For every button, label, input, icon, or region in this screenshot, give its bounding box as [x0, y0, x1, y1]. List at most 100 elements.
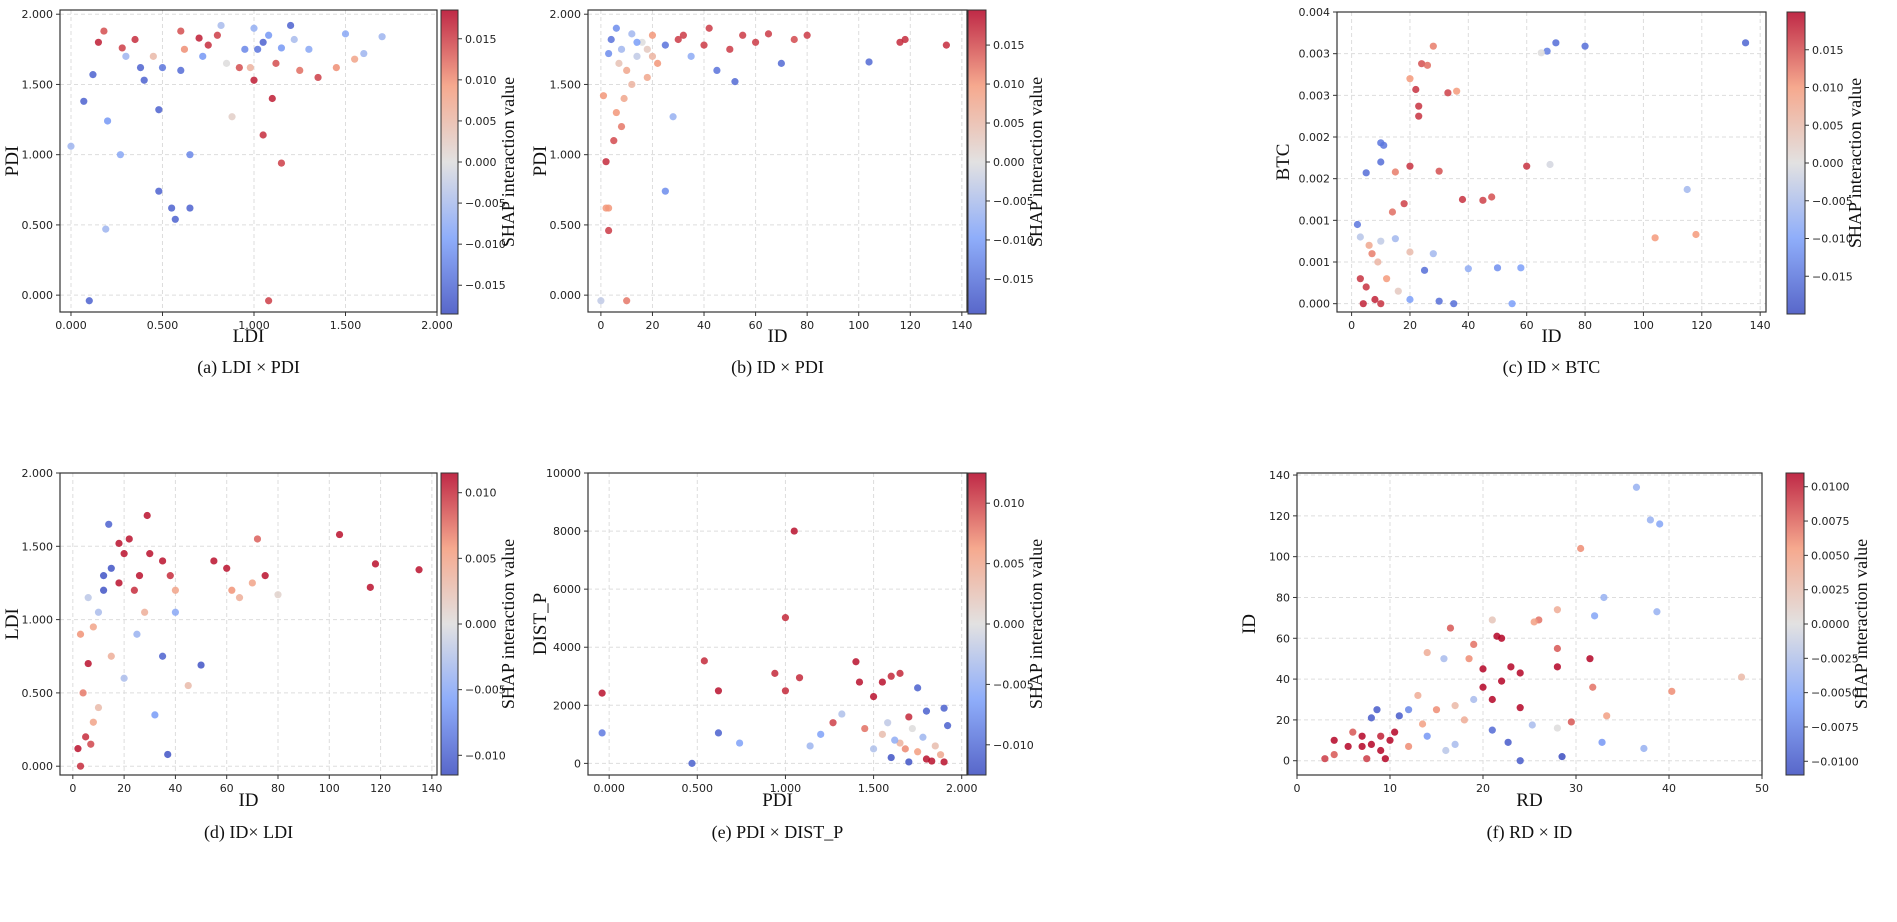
x-tick-label: 1.500	[858, 782, 890, 795]
scatter-point	[1367, 740, 1375, 748]
subplot-caption: (d) ID× LDI	[204, 822, 293, 843]
scatter-point	[94, 608, 103, 616]
scatter-point	[806, 742, 814, 750]
scatter-point	[85, 297, 93, 305]
scatter-point	[1406, 248, 1414, 256]
scatter-point	[1380, 141, 1388, 149]
scatter-point	[1516, 757, 1524, 765]
scatter-point	[705, 24, 713, 32]
scatter-point	[1367, 714, 1375, 722]
scatter-point	[204, 41, 212, 49]
scatter-point	[158, 652, 167, 660]
scatter-point	[1440, 655, 1448, 663]
x-tick-label: 60	[1520, 319, 1534, 332]
scatter-point	[335, 530, 344, 539]
x-tick-label: 120	[1691, 319, 1712, 332]
scatter-point	[149, 52, 157, 60]
scatter-point	[248, 579, 256, 587]
colorbar-tick-label: 0.005	[465, 115, 497, 128]
scatter-point	[1553, 644, 1561, 653]
colorbar-tick-label: 0.015	[1812, 44, 1844, 57]
colorbar-tick-label: −0.015	[465, 279, 506, 292]
y-tick-label: 1.500	[22, 78, 54, 91]
scatter-point	[878, 730, 886, 738]
x-axis-label: RD	[1516, 790, 1542, 811]
colorbar-label: SHAP interaction value	[1845, 78, 1865, 248]
scatter-point	[1356, 275, 1364, 283]
scatter-point	[332, 63, 340, 72]
scatter-point	[602, 158, 610, 166]
scatter-point	[919, 733, 927, 741]
colorbar	[967, 9, 987, 315]
scatter-point	[1493, 264, 1502, 272]
y-tick-label: 2.000	[22, 8, 54, 21]
scatter-point	[164, 750, 172, 759]
scatter-point	[140, 76, 148, 84]
scatter-point	[1552, 39, 1560, 47]
scatter-point	[1374, 258, 1382, 266]
scatter-point	[184, 681, 192, 690]
scatter-point	[277, 44, 286, 52]
scatter-point	[1479, 665, 1487, 673]
scatter-point	[122, 52, 130, 60]
scatter-point	[905, 758, 913, 766]
scatter-point	[158, 63, 167, 72]
scatter-point	[607, 35, 615, 44]
scatter-point	[1508, 300, 1516, 308]
x-tick-label: 0.000	[55, 319, 87, 332]
scatter-point	[1567, 718, 1575, 726]
scatter-point	[1359, 300, 1367, 308]
scatter-point	[1423, 732, 1431, 740]
y-tick-label: 0	[1283, 755, 1290, 768]
scatter-point	[1446, 624, 1455, 632]
scatter-point	[700, 657, 708, 665]
scatter-point	[620, 94, 628, 103]
scatter-point	[1435, 167, 1443, 175]
x-tick-label: 120	[370, 782, 391, 795]
y-tick-label: 1.500	[550, 78, 582, 91]
scatter-point	[116, 151, 124, 159]
scatter-point	[869, 692, 878, 701]
scatter-point	[1418, 720, 1427, 728]
scatter-point	[628, 80, 636, 89]
plot-frame	[587, 472, 968, 776]
plot-frame	[1296, 472, 1763, 776]
colorbar-tick-label: −0.010	[993, 739, 1034, 752]
scatter-point	[1581, 42, 1589, 50]
scatter-point	[89, 623, 97, 631]
scatter-point	[120, 674, 128, 682]
scatter-point	[1530, 618, 1538, 626]
scatter-point	[713, 66, 721, 74]
colorbar-tick-label: −0.010	[993, 234, 1034, 247]
scatter-point	[940, 758, 948, 766]
scatter-point	[143, 511, 151, 520]
scatter-point	[598, 689, 606, 697]
scatter-point	[131, 35, 139, 44]
scatter-point	[360, 49, 368, 58]
plot-frame	[1336, 11, 1767, 313]
y-tick-label: 0.001	[1299, 214, 1331, 227]
scatter-point	[1362, 283, 1370, 291]
scatter-point	[623, 66, 631, 74]
scatter-point	[366, 583, 374, 591]
scatter-point	[751, 38, 760, 46]
scatter-point	[1600, 593, 1608, 602]
scatter-point	[914, 748, 922, 756]
scatter-point	[1488, 616, 1496, 624]
scatter-point	[612, 24, 620, 32]
scatter-point	[166, 572, 174, 580]
scatter-point	[1377, 158, 1385, 166]
scatter-point	[1429, 42, 1437, 50]
x-tick-label: 50	[1755, 782, 1769, 795]
colorbar-label: SHAP interaction value	[498, 539, 518, 709]
scatter-point	[1586, 655, 1594, 663]
scatter-point	[731, 78, 739, 86]
scatter-point	[246, 63, 254, 72]
colorbar-tick-label: 0.0025	[1811, 584, 1850, 597]
scatter-point	[213, 31, 221, 39]
colorbar-tick-label: 0.015	[465, 33, 497, 46]
scatter-point	[89, 718, 97, 726]
scatter-point	[1377, 732, 1385, 740]
colorbar-tick-label: 0.010	[465, 487, 497, 500]
scatter-point	[1321, 755, 1329, 763]
